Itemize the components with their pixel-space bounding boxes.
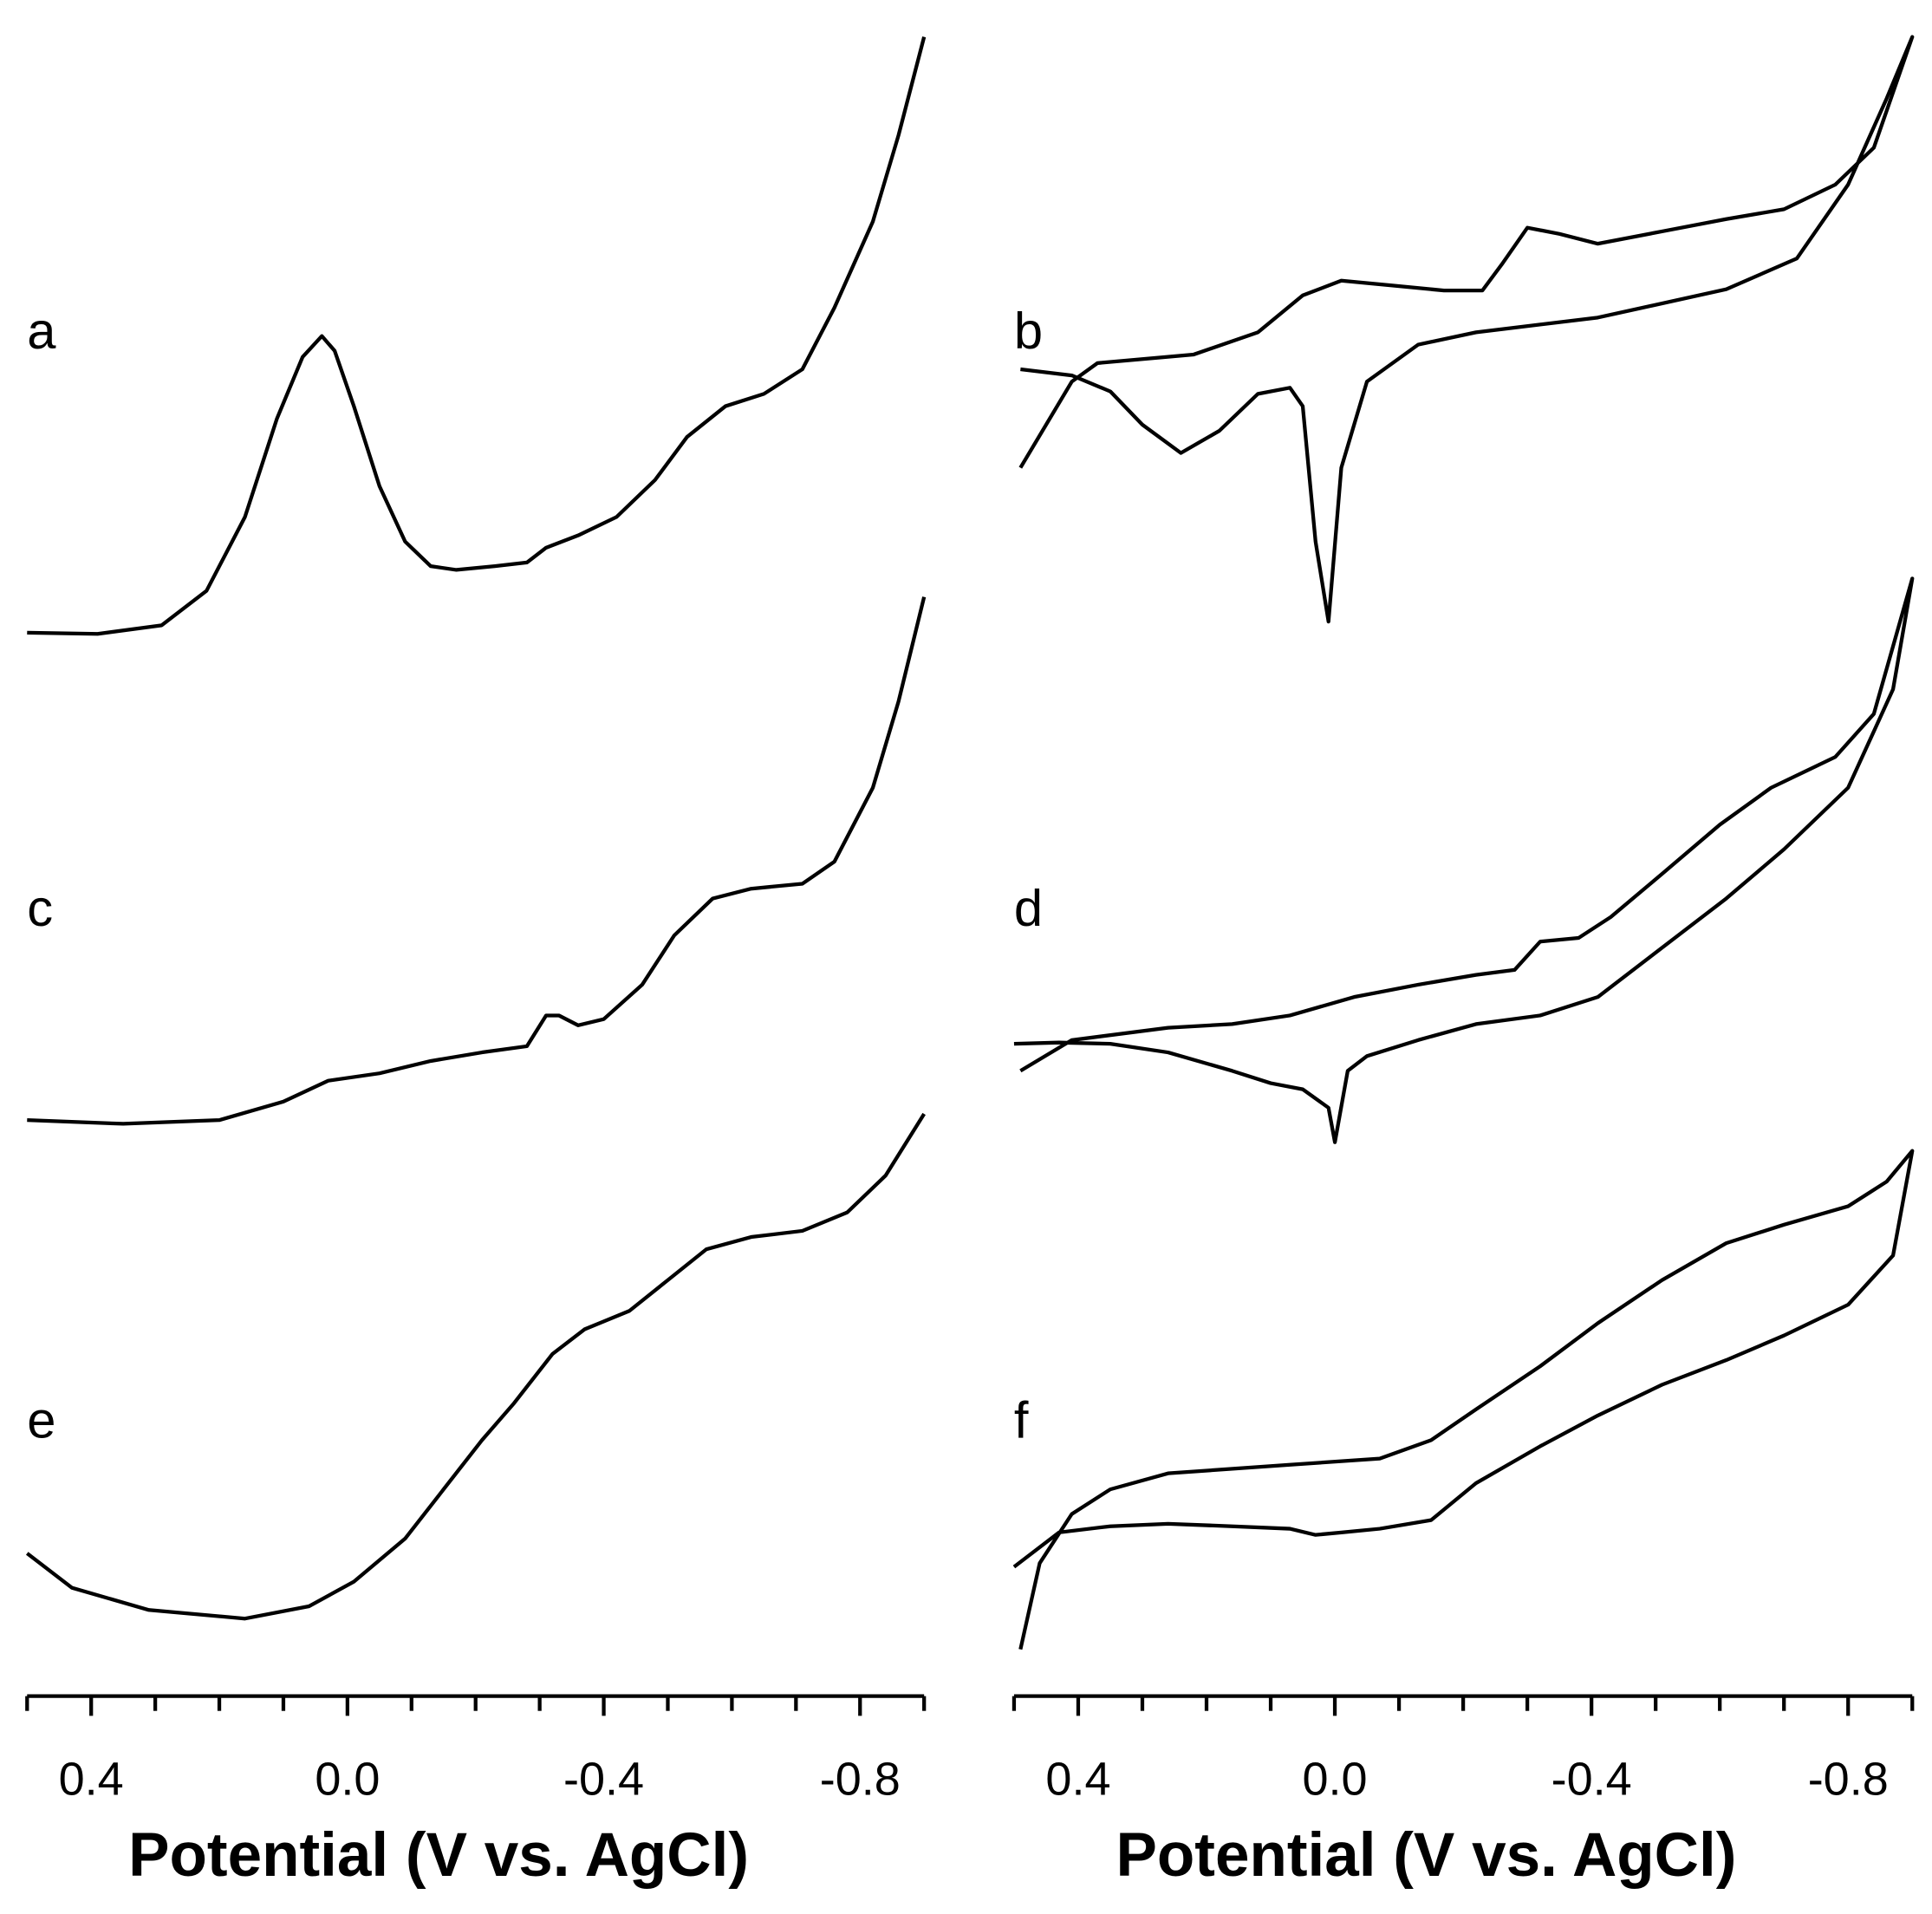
x-tick-label: -0.8 <box>820 1753 901 1805</box>
x-tick-label: 0.4 <box>1045 1753 1110 1805</box>
cv-curve <box>27 36 927 636</box>
panel-label: e <box>27 1391 55 1449</box>
x-tick-label: 0.0 <box>1303 1753 1368 1805</box>
cv-curve <box>1018 35 1915 624</box>
x-tick-label: 0.4 <box>59 1753 124 1805</box>
x-tick-label: -0.4 <box>1551 1753 1632 1805</box>
panel-label: c <box>27 879 53 937</box>
panel-label: d <box>1014 879 1043 937</box>
x-axis-title: Potential (V vs. AgCl) <box>128 1821 749 1890</box>
x-tick-label: -0.8 <box>1808 1753 1889 1805</box>
cv-curve <box>25 1112 926 1621</box>
cv-curve <box>1012 1149 1915 1650</box>
x-tick-label: -0.4 <box>563 1753 644 1805</box>
panel-label: f <box>1014 1391 1029 1449</box>
x-tick-label: 0.0 <box>315 1753 380 1805</box>
x-axis-title: Potential (V vs. AgCl) <box>1116 1821 1736 1890</box>
cv-curve <box>1013 576 1915 1144</box>
panel-label: b <box>1014 302 1043 360</box>
cv-curve <box>27 596 927 1126</box>
panel-label: a <box>27 302 56 360</box>
